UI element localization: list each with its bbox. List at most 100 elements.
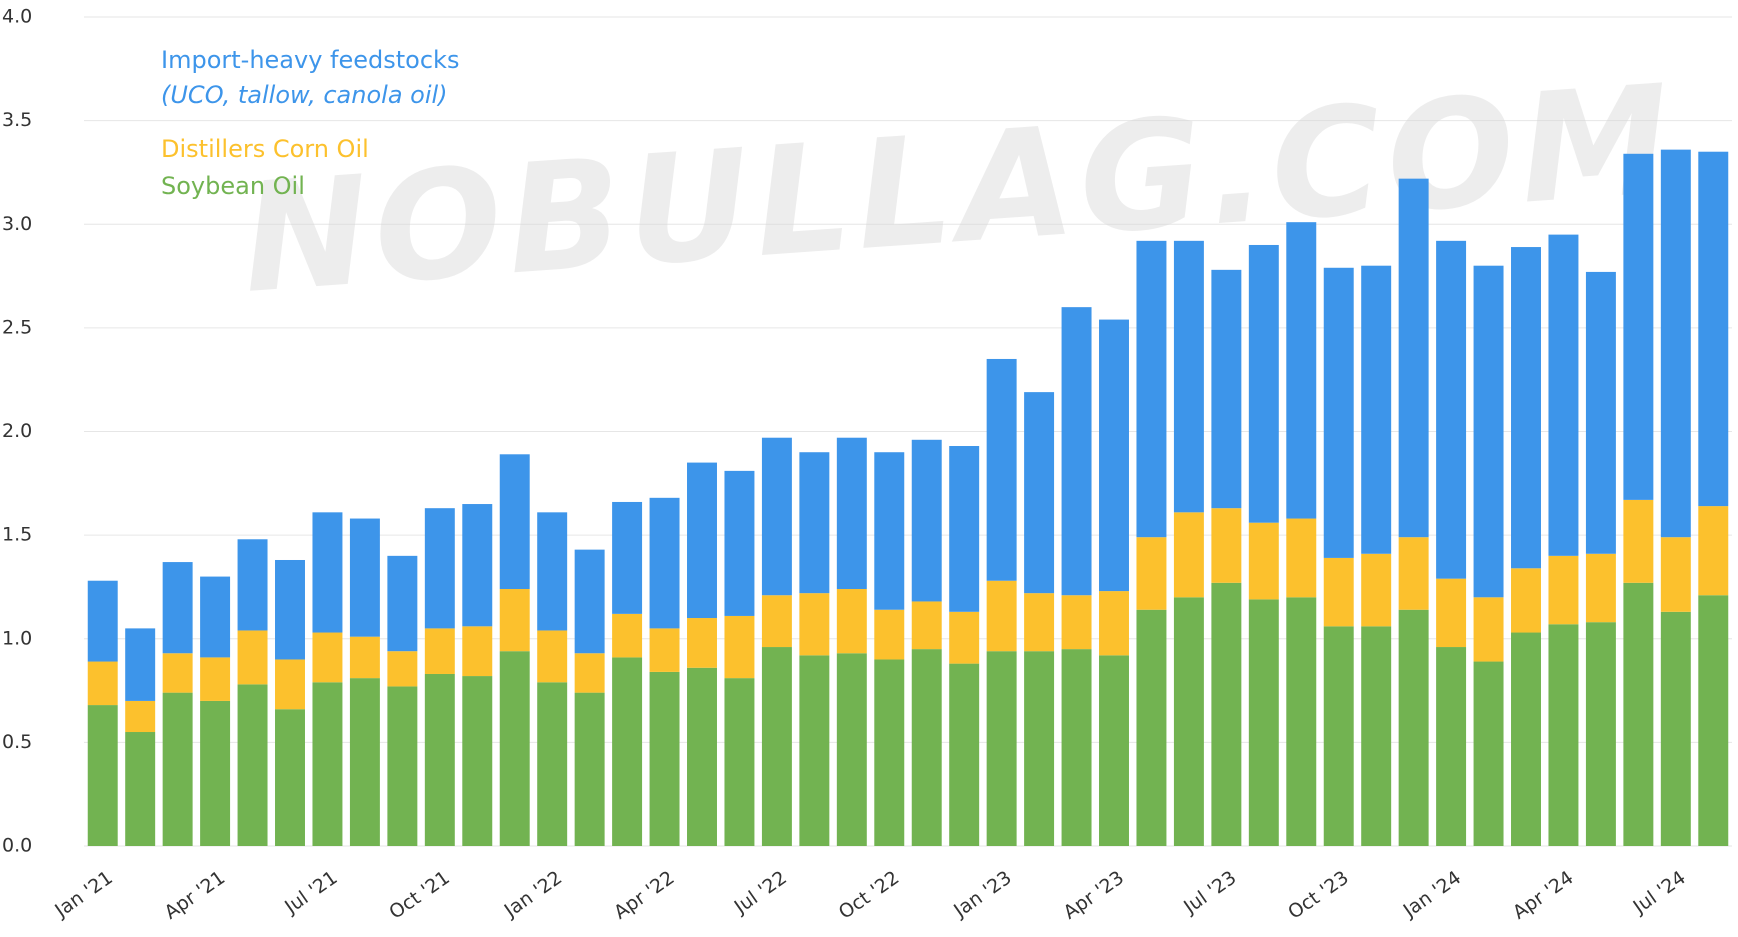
legend-label: Import-heavy feedstocks — [161, 46, 459, 74]
x-tick-label: Jan '24 — [1399, 867, 1465, 923]
y-tick-label: 0.5 — [2, 731, 32, 753]
bar-segment — [125, 628, 156, 701]
legend-label: Distillers Corn Oil — [161, 135, 369, 163]
bar-segment — [349, 518, 380, 637]
bar-segment — [649, 497, 680, 629]
bar-segment — [986, 580, 1017, 652]
bar-segment — [1398, 178, 1429, 538]
bar-segment — [387, 686, 418, 846]
bar-segment — [312, 632, 343, 683]
bar-segment — [949, 446, 980, 612]
bar-segment — [836, 589, 867, 654]
bar-segment — [874, 659, 905, 846]
bar-segment — [349, 678, 380, 846]
bar-segment — [499, 589, 530, 652]
bar-segment — [799, 452, 830, 594]
bar-segment — [387, 555, 418, 652]
bar-segment — [761, 437, 792, 596]
bar-segment — [1211, 269, 1242, 509]
bar-segment — [537, 512, 568, 631]
bar-segment — [1136, 609, 1167, 846]
bar-segment — [87, 705, 118, 846]
x-tick-label: Apr '24 — [1509, 867, 1578, 924]
bar-segment — [1548, 555, 1579, 625]
bar-segment — [986, 651, 1017, 846]
y-tick-label: 3.5 — [2, 109, 32, 131]
bar-segment — [162, 562, 193, 654]
bar-segment — [612, 613, 643, 658]
bar-segment — [87, 661, 118, 706]
bar-segment — [1698, 151, 1729, 507]
legend-note: (UCO, tallow, canola oil) — [161, 81, 448, 109]
bar-segment — [1136, 537, 1167, 610]
bar-segment — [1173, 597, 1204, 846]
bar-segment — [724, 678, 755, 846]
bar-segment — [200, 657, 231, 701]
bar-segment — [1623, 582, 1654, 846]
bar-segment — [911, 649, 942, 846]
bar-segment — [1511, 568, 1541, 633]
x-tick-label: Jul '24 — [1629, 867, 1690, 919]
bar-segment — [1211, 582, 1242, 846]
bar-segment — [1473, 265, 1504, 598]
bar-segment — [1061, 649, 1092, 846]
bar-segment — [1660, 537, 1691, 612]
bar-segment — [1361, 626, 1392, 846]
bar-segment — [1061, 595, 1092, 650]
bar-segment — [1585, 622, 1616, 846]
bar-segment — [911, 439, 942, 602]
bar-segment — [1398, 537, 1429, 610]
bar-segment — [1660, 149, 1691, 538]
bar-segment — [1660, 611, 1691, 846]
bar-segment — [1286, 222, 1317, 519]
bar-segment — [574, 653, 605, 693]
bar-segment — [724, 470, 755, 616]
bar-segment — [424, 673, 455, 846]
bar-segment — [1698, 595, 1729, 846]
bar-segment — [499, 454, 530, 590]
bar-segment — [462, 504, 493, 627]
bar-segment — [724, 615, 755, 679]
legend-label: Soybean Oil — [161, 172, 305, 200]
bar-segment — [1248, 599, 1279, 846]
bar-segment — [874, 609, 905, 660]
bar-segment — [1361, 553, 1392, 627]
bar-segment — [687, 618, 717, 668]
bar-segment — [649, 628, 680, 672]
bar-segment — [499, 651, 530, 846]
x-tick-label: Jul '23 — [1179, 867, 1240, 919]
bar-segment — [275, 709, 305, 846]
x-tick-label: Jan '23 — [949, 867, 1015, 923]
y-tick-label: 4.0 — [2, 6, 32, 28]
bar-segment — [1211, 508, 1242, 583]
bar-segment — [312, 682, 343, 846]
bar-segment — [275, 659, 305, 710]
bar-segment — [799, 655, 830, 846]
bar-segment — [1473, 597, 1504, 662]
bar-segment — [761, 595, 792, 648]
y-tick-label: 1.0 — [2, 627, 32, 649]
bar-segment — [200, 700, 231, 846]
bar-segment — [387, 651, 418, 687]
bar-segment — [574, 692, 605, 846]
bar-segment — [1511, 632, 1541, 846]
bar-segment — [574, 549, 605, 654]
bar-segment — [162, 653, 193, 693]
y-tick-label: 2.5 — [2, 316, 32, 338]
bar-segment — [1099, 591, 1129, 656]
bar-segment — [1323, 267, 1354, 558]
bar-segment — [1323, 557, 1354, 627]
bar-segment — [462, 626, 493, 677]
bar-segment — [537, 630, 568, 683]
bar-segment — [1173, 240, 1204, 513]
y-tick-label: 1.5 — [2, 524, 32, 546]
bar-segment — [1436, 240, 1467, 579]
bar-segment — [799, 593, 830, 656]
bar-segment — [1099, 655, 1129, 846]
bar-segment — [162, 692, 193, 846]
bar-segment — [911, 601, 942, 650]
x-tick-label: Jan '22 — [500, 867, 566, 923]
bar-segment — [87, 580, 118, 662]
bar-segment — [761, 647, 792, 846]
